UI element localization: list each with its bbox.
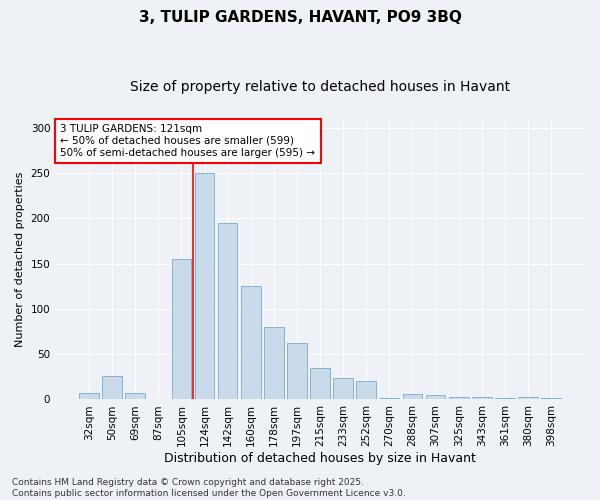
X-axis label: Distribution of detached houses by size in Havant: Distribution of detached houses by size … bbox=[164, 452, 476, 465]
Bar bbox=[426, 395, 445, 400]
Bar bbox=[518, 396, 538, 400]
Text: Contains HM Land Registry data © Crown copyright and database right 2025.
Contai: Contains HM Land Registry data © Crown c… bbox=[12, 478, 406, 498]
Bar bbox=[472, 396, 491, 400]
Bar bbox=[449, 396, 469, 400]
Bar bbox=[241, 286, 260, 400]
Bar bbox=[310, 368, 330, 400]
Bar bbox=[149, 398, 168, 400]
Bar bbox=[103, 376, 122, 400]
Title: Size of property relative to detached houses in Havant: Size of property relative to detached ho… bbox=[130, 80, 510, 94]
Bar bbox=[356, 382, 376, 400]
Bar bbox=[172, 259, 191, 400]
Bar bbox=[380, 398, 399, 400]
Bar bbox=[334, 378, 353, 400]
Bar bbox=[264, 327, 284, 400]
Bar bbox=[495, 398, 515, 400]
Bar bbox=[541, 398, 561, 400]
Bar bbox=[195, 173, 214, 400]
Y-axis label: Number of detached properties: Number of detached properties bbox=[15, 172, 25, 347]
Bar bbox=[125, 393, 145, 400]
Bar bbox=[403, 394, 422, 400]
Text: 3, TULIP GARDENS, HAVANT, PO9 3BQ: 3, TULIP GARDENS, HAVANT, PO9 3BQ bbox=[139, 10, 461, 25]
Bar bbox=[287, 344, 307, 400]
Bar bbox=[218, 223, 238, 400]
Bar bbox=[79, 393, 99, 400]
Text: 3 TULIP GARDENS: 121sqm
← 50% of detached houses are smaller (599)
50% of semi-d: 3 TULIP GARDENS: 121sqm ← 50% of detache… bbox=[61, 124, 316, 158]
